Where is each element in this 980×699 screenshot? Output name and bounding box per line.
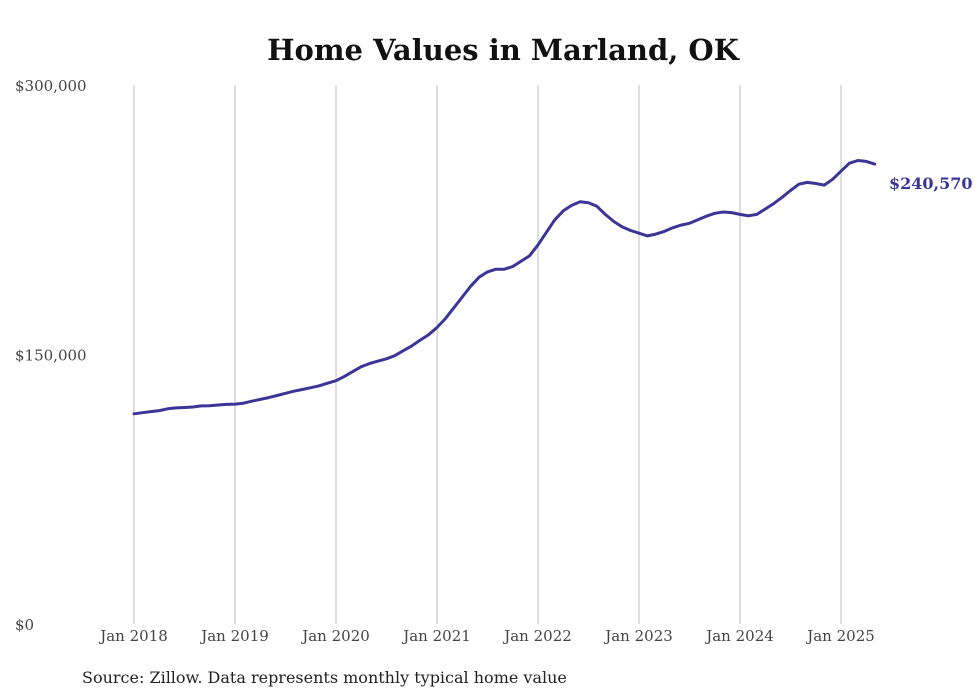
x-tick-label: Jan 2019 bbox=[199, 627, 269, 645]
x-tick-label: Jan 2020 bbox=[300, 627, 370, 645]
x-axis-ticks: Jan 2018 Jan 2019 Jan 2020 Jan 2021 Jan 2022… bbox=[98, 627, 875, 645]
y-axis-ticks: $0 $150,000 $300,000 bbox=[15, 77, 87, 634]
gridlines bbox=[133, 85, 842, 624]
x-tick-label: Jan 2023 bbox=[603, 627, 673, 645]
x-tick-label: Jan 2024 bbox=[704, 627, 774, 645]
source-note: Source: Zillow. Data represents monthly … bbox=[82, 668, 567, 687]
x-tick-label: Jan 2025 bbox=[805, 627, 875, 645]
y-tick-label: $150,000 bbox=[15, 347, 87, 365]
x-tick-label: Jan 2022 bbox=[502, 627, 572, 645]
home-value-line bbox=[132, 159, 877, 416]
x-tick-label: Jan 2021 bbox=[401, 627, 471, 645]
y-tick-label: $0 bbox=[15, 616, 34, 634]
y-tick-label: $300,000 bbox=[15, 77, 87, 95]
x-tick-label: Jan 2018 bbox=[98, 627, 168, 645]
end-value-label: $240,570 bbox=[889, 174, 973, 193]
chart-title: Home Values in Marland, OK bbox=[267, 33, 741, 67]
